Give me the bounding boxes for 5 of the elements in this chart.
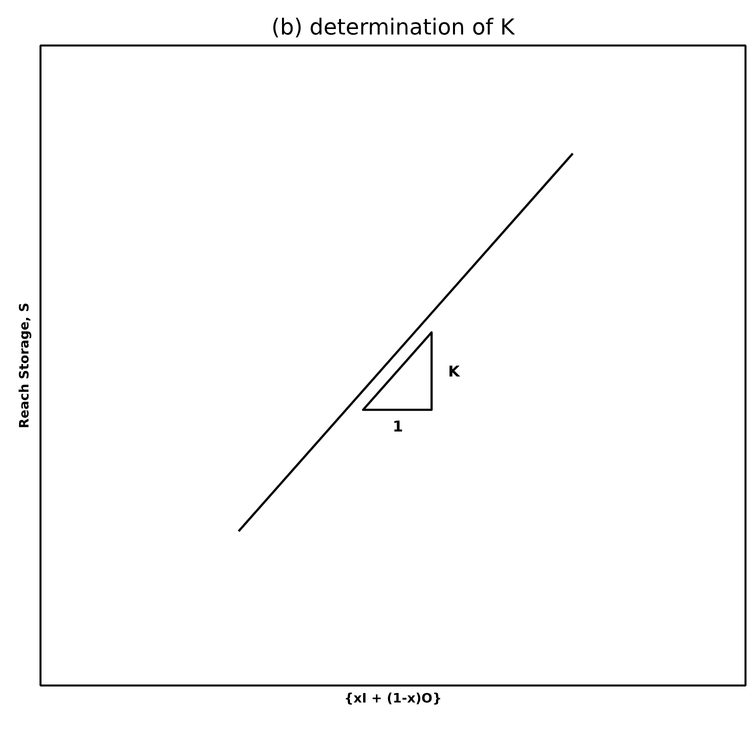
annotation: K [448, 362, 462, 381]
y-axis-title: Reach Storage, S [18, 302, 32, 428]
chart-title: (b) determination of K [271, 16, 516, 40]
annotation: 1 [392, 417, 404, 436]
x-axis-title: {xI + (1-x)O} [344, 692, 442, 706]
